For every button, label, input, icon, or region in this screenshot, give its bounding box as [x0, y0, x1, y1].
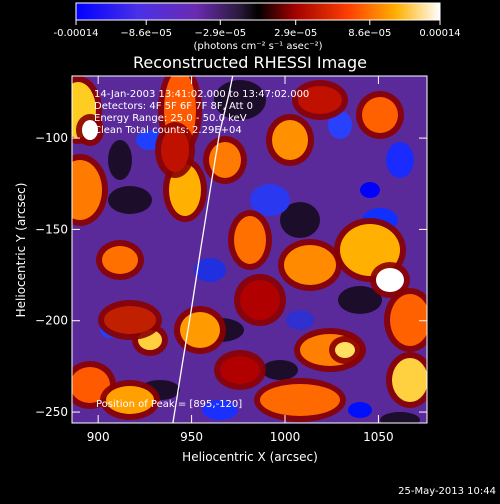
heatmap-positive-region [376, 268, 404, 292]
colorbar [75, 2, 441, 21]
heatmap-positive-region [260, 384, 340, 416]
heatmap-dark-region [214, 80, 266, 120]
chart-title: Reconstructed RHESSI Image [133, 53, 367, 72]
heatmap-positive-region [390, 294, 427, 346]
heatmap-negative-region [250, 184, 290, 216]
x-tick-label: 1000 [270, 430, 301, 444]
colorbar-tick-label: 8.6e−05 [348, 28, 391, 39]
heatmap-positive-region [209, 142, 241, 178]
colorbar-tick-label: −8.6e−05 [120, 28, 172, 39]
y-axis-ticks: −250 −200 −150 −100 [35, 131, 427, 419]
x-tick-label: 1050 [363, 430, 394, 444]
x-axis-ticks: 900 950 1000 1050 [87, 76, 394, 444]
heatmap-negative-region [386, 142, 414, 178]
heatmap-positive-region [72, 160, 102, 220]
heatmap-positive-region [284, 245, 336, 285]
y-tick-label: −150 [35, 222, 68, 236]
x-tick-label: 950 [180, 430, 203, 444]
heatmap-dark-region [108, 186, 152, 214]
heatmap-negative-region [194, 258, 226, 282]
heatmap-positive-region [106, 386, 154, 414]
heatmap-negative-region [286, 310, 314, 330]
heatmap-negative-region [202, 400, 238, 420]
heatmap-positive-region [392, 358, 427, 402]
heatmap-negative-region [328, 111, 352, 139]
x-axis-label: Heliocentric X (arcsec) [182, 450, 318, 464]
plot-frame [71, 75, 428, 424]
colorbar-unit-label: (photons cm⁻² s⁻¹ asec⁻²) [193, 41, 322, 52]
colorbar-tick-label: 2.9e−05 [274, 28, 317, 39]
y-tick-label: −200 [35, 314, 68, 328]
heatmap-positive-region [362, 97, 398, 133]
heatmap-positive-region [220, 356, 260, 384]
heatmap-dark-region [108, 140, 132, 180]
y-tick-label: −100 [35, 131, 68, 145]
heatmap-positive-region [104, 306, 156, 334]
colorbar-tick-label: −2.9e−05 [195, 28, 247, 39]
colorbar-tick-label: -0.00014 [54, 28, 99, 39]
heatmap-dark-region [380, 412, 420, 423]
heatmap-positive-region [161, 128, 189, 172]
annotation-line: Detectors: 4F 5F 6F 7F 8F, Att 0 [94, 101, 253, 112]
heatmap-positive-region [335, 342, 355, 358]
x-tick-label: 900 [87, 430, 110, 444]
heatmap-negative-region [348, 402, 372, 418]
heatmap-positive-region [102, 246, 138, 274]
y-axis-label: Heliocentric Y (arcsec) [14, 183, 28, 318]
heatmap-positive-region [298, 86, 342, 114]
colorbar-ticks: -0.00014 −8.6e−05 −2.9e−05 2.9e−05 8.6e−05 0.… [54, 20, 461, 39]
heatmap-positive-region [82, 120, 98, 140]
heatmap-dark-region [280, 202, 320, 238]
annotation-block: 14-Jan-2003 13:41:02.000 to 13:47:02.000… [94, 89, 309, 136]
heatmap-positive-region [72, 367, 110, 403]
heatmap-dark-region [262, 360, 298, 380]
heatmap-positive-region [234, 216, 266, 264]
annotation-line: 14-Jan-2003 13:41:02.000 to 13:47:02.000 [94, 89, 309, 100]
heatmap-dark-region [338, 286, 382, 314]
heatmap-positive-region [272, 120, 308, 160]
heatmap-positive-region [240, 280, 280, 320]
heatmap-image [72, 76, 427, 423]
colorbar-tick-label: 0.00014 [419, 28, 460, 39]
annotation-line: Clean Total counts: 2.29E+04 [94, 125, 242, 136]
solar-limb-line [172, 76, 234, 423]
y-tick-label: −250 [35, 405, 68, 419]
peak-position-label: Position of Peak = [895,-120] [96, 399, 242, 410]
timestamp: 25-May-2013 10:44 [398, 486, 496, 497]
heatmap-negative-region [360, 182, 380, 198]
annotation-line: Energy Range: 25.0 - 50.0 keV [94, 113, 247, 124]
